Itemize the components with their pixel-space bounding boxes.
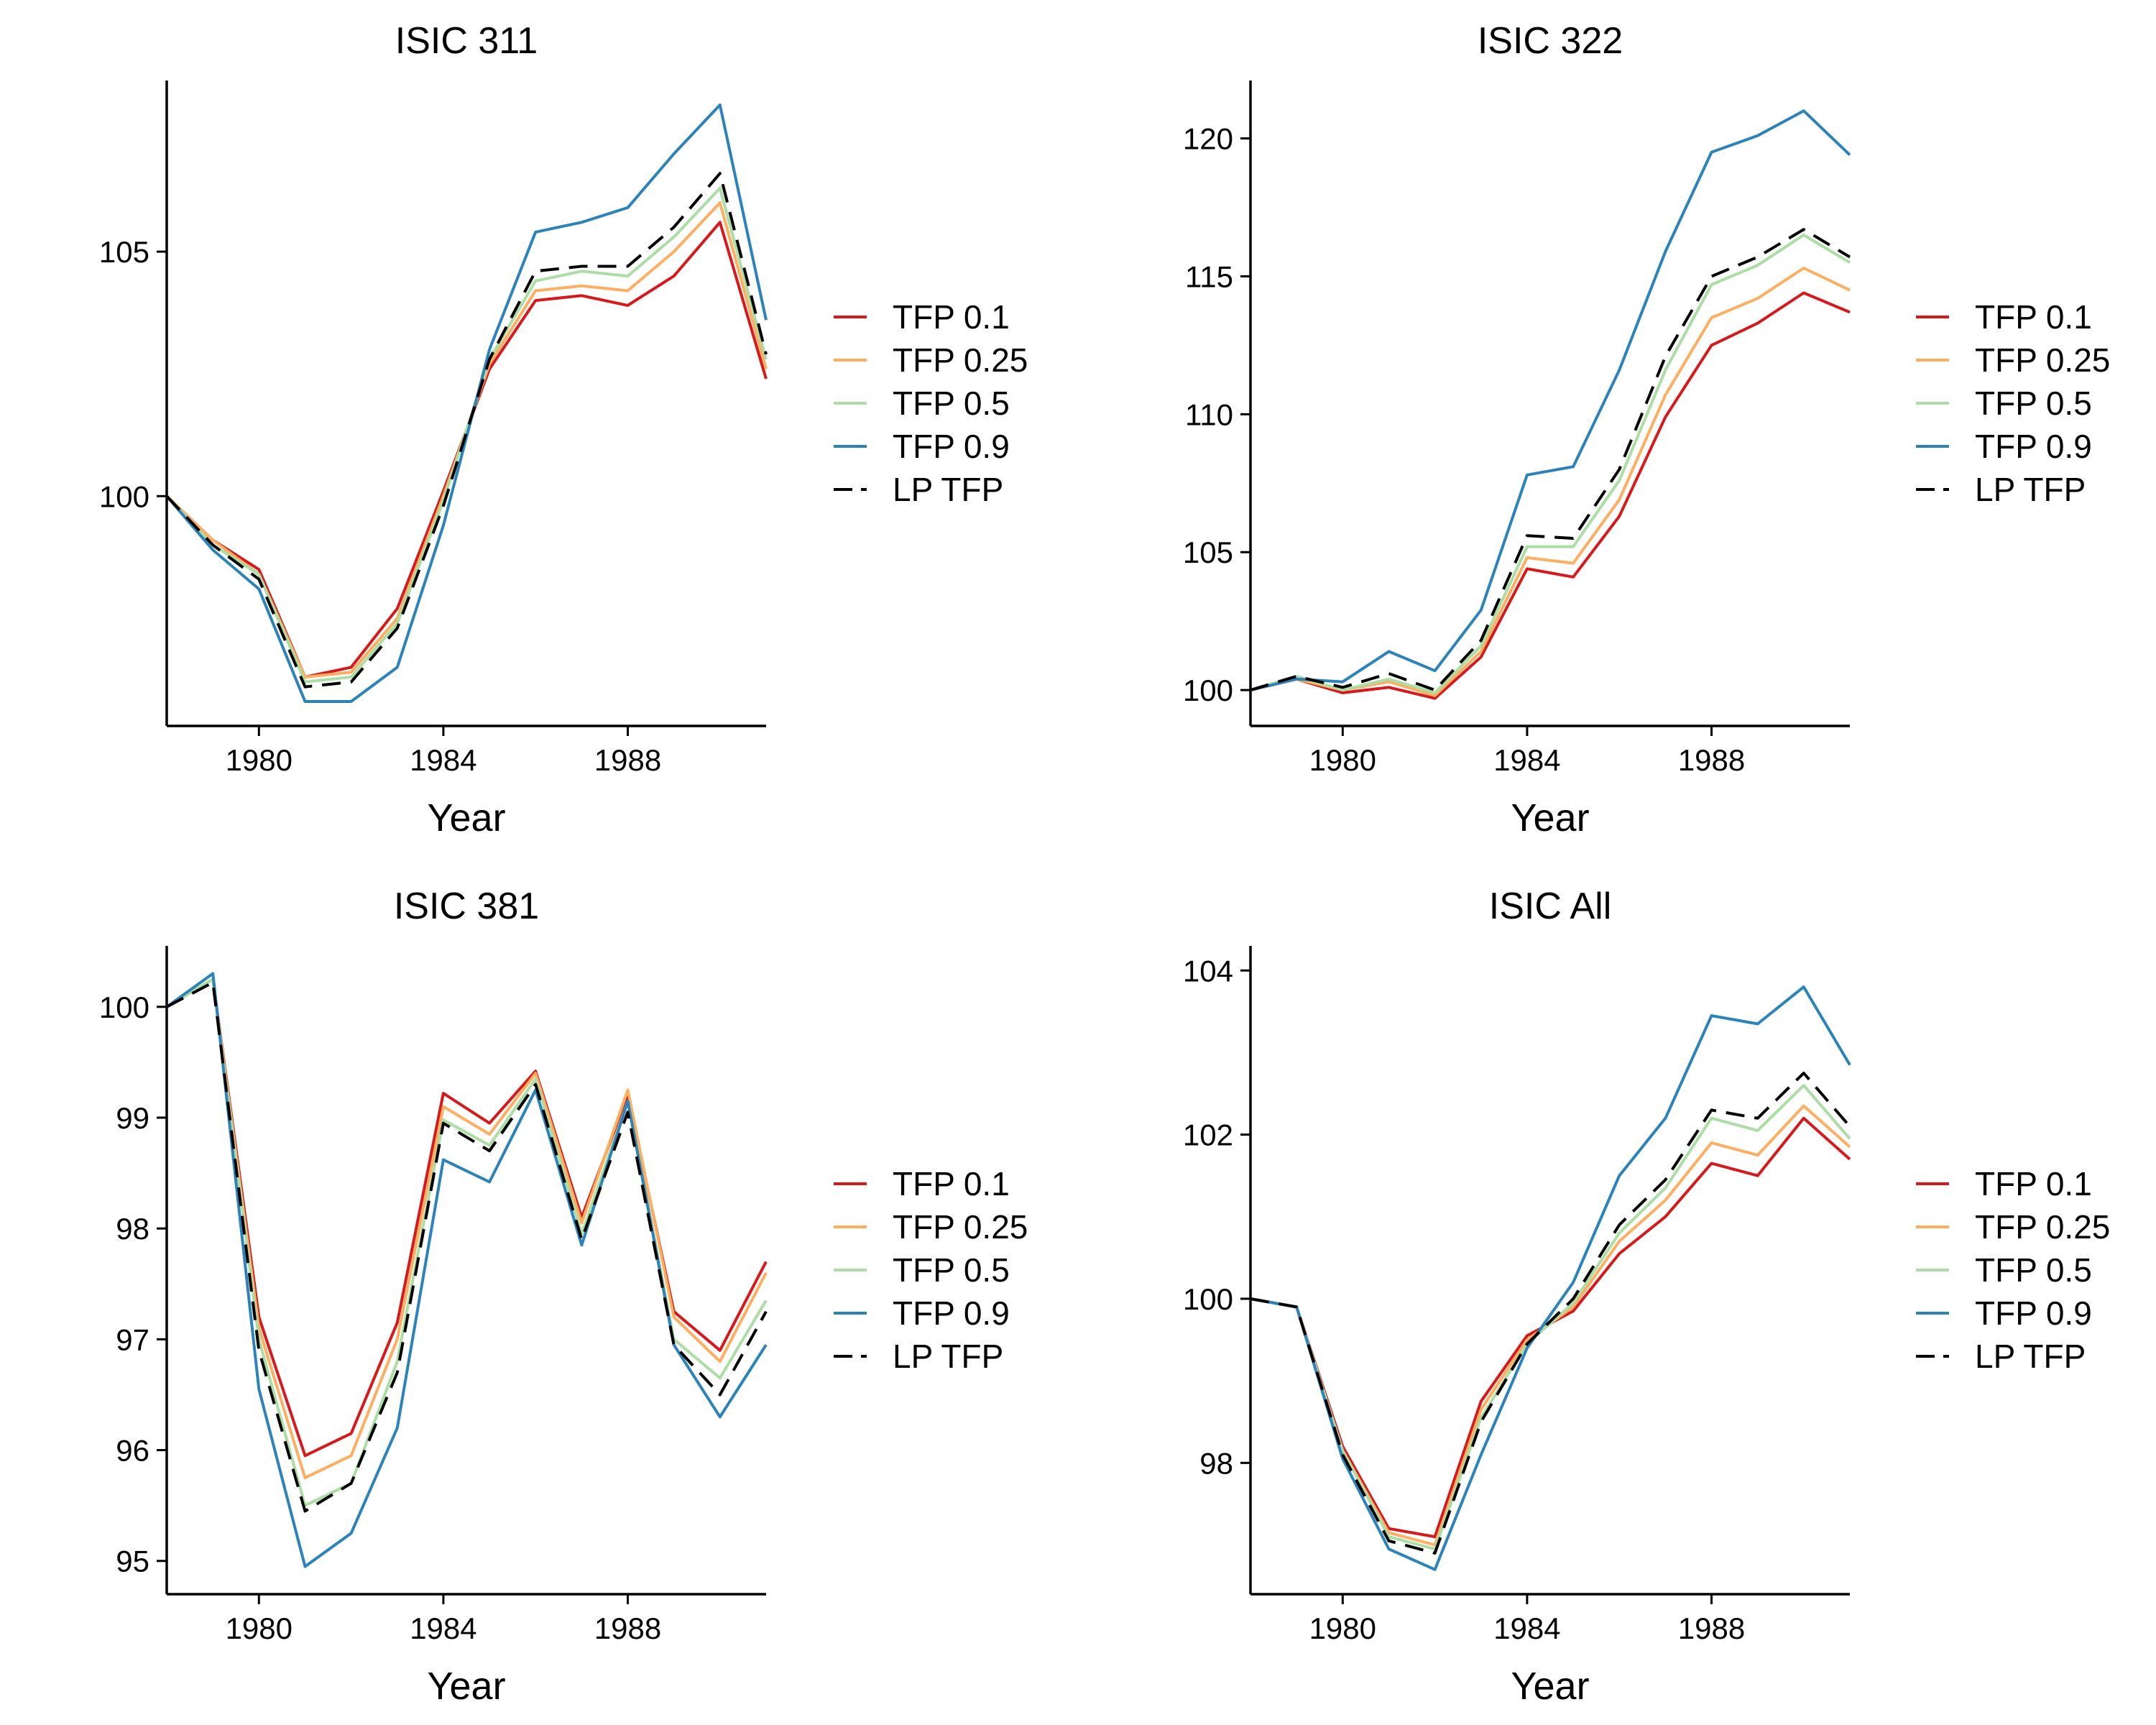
x-axis-title: Year: [1511, 796, 1589, 840]
legend: TFP 0.1 TFP 0.25 TFP 0.5 TFP 0.9 LP TFP: [1916, 298, 2110, 508]
x-tick-label: 1988: [594, 1611, 661, 1645]
legend-label: TFP 0.25: [1975, 1208, 2110, 1246]
series-line-lp-tfp: [165, 172, 768, 689]
series-line-lp-tfp: [166, 980, 768, 1513]
legend-label: TFP 0.9: [893, 1294, 1010, 1332]
legend-label: TFP 0.5: [893, 1251, 1010, 1289]
y-tick-label: 98: [1199, 1446, 1233, 1480]
panel-title: ISIC 311: [395, 20, 538, 62]
series-line-tfp-0-1: [1250, 1116, 1851, 1539]
legend-label: TFP 0.1: [893, 1165, 1010, 1202]
y-tick-label: 102: [1183, 1118, 1233, 1152]
legend-label: TFP 0.1: [893, 298, 1010, 336]
legend-label: LP TFP: [1975, 1338, 2086, 1375]
series-line-lp-tfp: [1250, 228, 1851, 692]
y-tick-label: 110: [1185, 397, 1233, 431]
legend-label: LP TFP: [1975, 471, 2086, 508]
x-tick-label: 1980: [1309, 1611, 1376, 1645]
series-line-tfp-0-5: [165, 186, 768, 684]
legend: TFP 0.1 TFP 0.25 TFP 0.5 TFP 0.9 LP TFP: [1916, 1165, 2110, 1375]
x-tick-label: 1988: [594, 743, 661, 777]
x-tick-label: 1980: [226, 1611, 292, 1645]
panel-3: ISIC All 98 100 102 104 1980 1984 1988 Year TFP 0…: [1183, 886, 2110, 1708]
y-tick-label: 98: [116, 1212, 149, 1246]
legend-label: TFP 0.5: [893, 385, 1010, 422]
x-axis-title: Year: [427, 796, 505, 840]
y-tick-label: 104: [1183, 954, 1233, 988]
legend-label: TFP 0.1: [1975, 1165, 2092, 1202]
legend-label: TFP 0.25: [893, 341, 1028, 379]
series-line-tfp-0-1: [1250, 291, 1851, 700]
legend-label: TFP 0.5: [1975, 1251, 2092, 1289]
legend-label: TFP 0.9: [893, 428, 1010, 465]
legend-label: TFP 0.9: [1975, 428, 2092, 465]
legend-label: LP TFP: [893, 471, 1003, 508]
series-line-tfp-0-9: [165, 104, 768, 703]
series-line-tfp-0-5: [1250, 233, 1851, 694]
legend-label: TFP 0.1: [1975, 298, 2092, 336]
panel-title: ISIC 381: [394, 886, 539, 927]
y-tick-label: 99: [116, 1101, 149, 1135]
y-tick-label: 97: [116, 1322, 149, 1356]
series-line-tfp-0-1: [165, 978, 768, 1458]
series-line-tfp-0-1: [165, 221, 768, 678]
x-tick-label: 1980: [226, 743, 292, 777]
y-tick-label: 100: [99, 990, 149, 1024]
series-line-tfp-0-9: [1250, 109, 1851, 692]
y-tick-label: 120: [1183, 122, 1233, 156]
x-tick-label: 1988: [1678, 743, 1745, 777]
x-tick-label: 1984: [410, 743, 476, 777]
series-line-tfp-0-25: [165, 978, 768, 1480]
panel-1: ISIC 322 100 105 110 115 120 1980 1984 1988 Year T…: [1183, 20, 2110, 840]
x-tick-label: 1984: [1493, 1611, 1560, 1645]
legend-label: TFP 0.25: [1975, 341, 2110, 379]
series-line-lp-tfp: [1250, 1072, 1851, 1555]
series-line-tfp-0-9: [165, 972, 768, 1568]
series-line-tfp-0-5: [165, 978, 768, 1507]
y-tick-label: 95: [116, 1545, 149, 1578]
x-axis-title: Year: [427, 1665, 505, 1708]
series-line-tfp-0-5: [1250, 1084, 1851, 1551]
x-tick-label: 1984: [1493, 743, 1560, 777]
legend: TFP 0.1 TFP 0.25 TFP 0.5 TFP 0.9 LP TFP: [834, 298, 1028, 508]
x-tick-label: 1988: [1678, 1611, 1745, 1645]
y-tick-label: 100: [1183, 673, 1233, 707]
legend-label: TFP 0.25: [893, 1208, 1028, 1246]
panel-2: ISIC 381 95 96 97 98 99 100 1980 1984 1988 Year TFP…: [99, 886, 1028, 1708]
y-tick-label: 100: [1183, 1282, 1233, 1316]
series-line-tfp-0-9: [1250, 985, 1851, 1571]
x-tick-label: 1980: [1309, 743, 1376, 777]
y-tick-label: 105: [99, 235, 149, 269]
y-tick-label: 100: [99, 479, 149, 513]
legend-label: LP TFP: [893, 1338, 1003, 1375]
panel-title: ISIC All: [1489, 886, 1612, 927]
y-tick-label: 96: [116, 1434, 149, 1468]
series-line-tfp-0-25: [1250, 267, 1851, 697]
legend-label: TFP 0.9: [1975, 1294, 2092, 1332]
panel-title: ISIC 322: [1478, 20, 1623, 62]
legend: TFP 0.1 TFP 0.25 TFP 0.5 TFP 0.9 LP TFP: [834, 1165, 1028, 1375]
x-axis-title: Year: [1511, 1665, 1589, 1708]
y-tick-label: 115: [1185, 259, 1233, 293]
x-tick-label: 1984: [410, 1611, 476, 1645]
legend-label: TFP 0.5: [1975, 385, 2092, 422]
y-tick-label: 105: [1183, 535, 1233, 569]
